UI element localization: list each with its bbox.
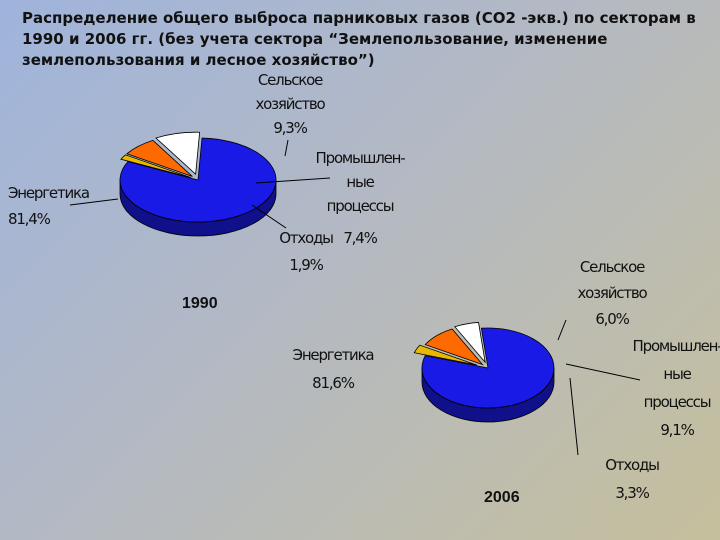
slice-label-1990-waste: Отходы 1,9% [279,229,333,274]
leader-line-1990-industry [255,177,331,184]
slice-label-line: ные [346,173,374,191]
year-label-1990: 1990 [182,295,218,312]
leader-line-1990-agriculture [284,139,289,157]
slice-label-line: Промышлен- [316,149,406,167]
slice-label-line: 81,6% [312,374,355,392]
slice-label-line: ные [663,365,691,383]
pie-slice-1990-waste [120,154,192,179]
pie-slice-2006-energy [421,327,555,423]
leader-line-2006-agriculture [557,319,567,341]
slice-label-2006-industry: Промышлен-ные процессы 9,1% [633,337,720,439]
slice-label-line: Энергетика [8,184,89,202]
slice-label-line: хозяйство [577,284,647,302]
pie-chart-2006: Энергетика 81,6% Сельское хозяйство 6,0%Пром… [293,258,720,502]
pie-slice-1990-energy [119,137,277,237]
pie-chart-1990: Энергетика 81,4% Сельское хозяйство 9,3% Пром… [8,71,406,274]
slice-label-line: Сельское [258,71,323,89]
slice-label-line: 3,3% [615,484,649,502]
pie-slice-1990-industry [126,139,193,177]
slice-label-line: процессы [644,393,711,411]
pie-slice-2006-waste [413,344,478,366]
leader-line-1990-waste [251,204,287,229]
year-label-2006: 2006 [484,489,520,506]
pie-slice-2006-industry [424,328,484,366]
slice-label-line: Сельское [580,258,645,276]
slice-label-line: 9,1% [660,421,694,439]
pie-slice-2006-agriculture [454,322,486,364]
slice-label-1990-agriculture: Сельское хозяйство 9,3% [255,71,325,137]
slice-label-line: Энергетика [293,346,374,364]
slice-label-2006-energy: Энергетика 81,6% [293,346,374,392]
slice-label-line: 7,4% [343,229,377,247]
slice-label-1990-energy: Энергетика 81,4% [8,184,89,228]
slice-label-2006-agriculture: Сельское хозяйство 6,0% [577,258,647,328]
pie-slice-1990-agriculture [155,131,201,176]
slice-label-line: Отходы [605,456,659,474]
chart-title: Распределение общего выброса парниковых … [22,9,696,69]
slice-label-line: Отходы [279,229,333,247]
slice-label-line: процессы [327,197,394,215]
slice-label-line: 81,4% [8,210,51,228]
leader-line-1990-energy [69,198,119,206]
slice-label-line: 6,0% [595,310,629,328]
slice-label-line: Промышлен- [633,337,720,355]
slice-label-2006-waste: Отходы 3,3% [605,456,659,502]
slice-label-line: 1,9% [289,256,323,274]
slice-label-1990-industry: Промышлен-ные процессы 7,4% [316,149,406,247]
slice-label-line: 9,3% [273,119,307,137]
leader-line-2006-industry [565,363,641,381]
leader-line-2006-waste [569,377,579,456]
slice-label-line: хозяйство [255,95,325,113]
